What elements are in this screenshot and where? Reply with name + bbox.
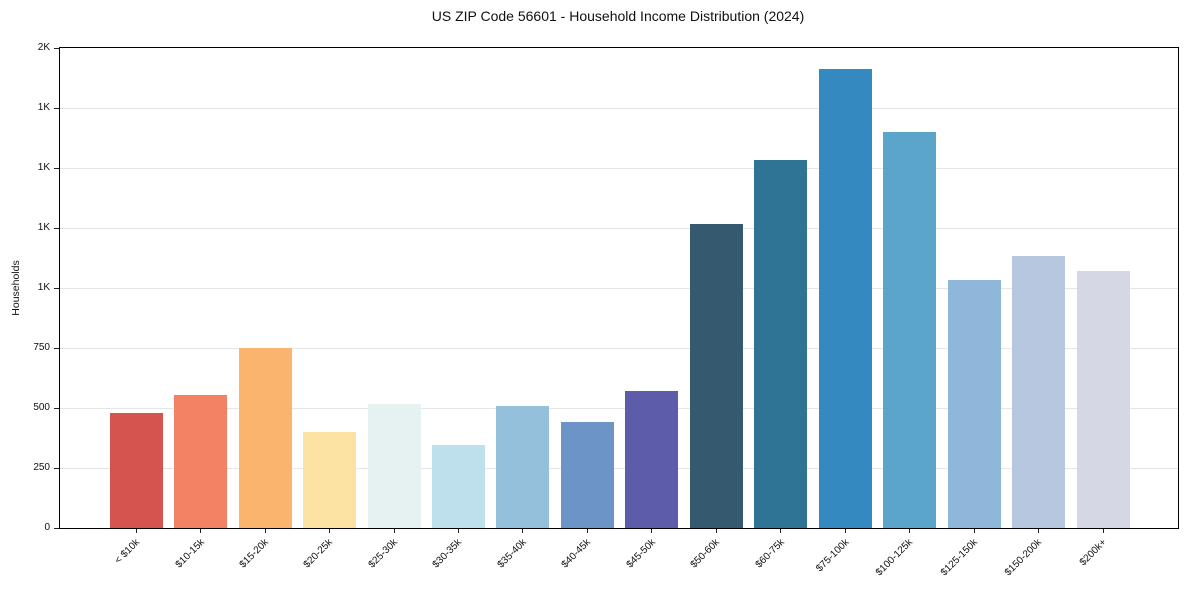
y-tick-mark (54, 107, 59, 109)
y-tick-mark (54, 527, 59, 529)
y-tick-label: 0 (44, 522, 50, 533)
y-tick-label: 750 (33, 342, 50, 353)
x-tick-mark (522, 529, 524, 533)
x-tick-mark (329, 529, 331, 533)
x-tick-label: $30-35k (430, 537, 465, 571)
y-tick-label: 1K (37, 222, 50, 233)
y-tick-mark (54, 167, 59, 169)
x-tick-label: < $10k (112, 537, 143, 567)
x-tick-label: $40-45k (559, 537, 594, 571)
x-tick-label: $60-75k (753, 537, 787, 571)
x-tick-label: $150-200k (1003, 537, 1045, 579)
gridline (60, 227, 1178, 229)
y-tick-mark (54, 287, 59, 289)
x-tick-mark (1038, 529, 1040, 533)
gridline (60, 347, 1178, 349)
x-tick-mark (135, 529, 137, 533)
gridline (60, 287, 1178, 289)
x-tick-mark (458, 529, 460, 533)
x-tick-label: $125-150k (938, 537, 980, 579)
y-tick-mark (54, 227, 59, 229)
y-tick-mark (54, 47, 59, 49)
x-tick-mark (651, 529, 653, 533)
x-tick-label: $200k+ (1077, 537, 1109, 569)
y-tick-mark (54, 407, 59, 409)
bar (818, 68, 872, 528)
y-tick-label: 1K (37, 282, 50, 293)
bar (367, 403, 421, 528)
x-tick-label: $15-20k (237, 537, 271, 571)
x-tick-mark (909, 529, 911, 533)
y-tick-mark (54, 467, 59, 469)
bar (754, 159, 808, 528)
gridline (60, 407, 1178, 409)
gridline (60, 107, 1178, 109)
x-tick-label: $100-125k (874, 537, 916, 579)
bar (303, 432, 357, 528)
x-tick-mark (200, 529, 202, 533)
x-tick-mark (393, 529, 395, 533)
bar (947, 279, 1001, 528)
x-tick-label: $20-25k (302, 537, 336, 571)
bar (174, 395, 228, 528)
y-tick-label: 250 (33, 462, 50, 473)
y-tick-label: 500 (33, 402, 50, 413)
bar (625, 391, 679, 528)
x-tick-label: $75-100k (813, 537, 851, 575)
bar (238, 348, 292, 528)
y-tick-label: 1K (37, 102, 50, 113)
x-tick-mark (1102, 529, 1104, 533)
x-tick-label: $45-50k (624, 537, 658, 571)
y-tick-label: 2K (37, 42, 50, 53)
bar (496, 405, 550, 528)
bar (1076, 270, 1130, 528)
gridline (60, 467, 1178, 469)
x-tick-mark (844, 529, 846, 533)
bar (1012, 256, 1066, 528)
x-tick-label: $35-40k (495, 537, 529, 571)
plot-area: Households 0 250 500 750 1K 1K 1K 1K 2K < $10k $10… (10, 42, 1179, 578)
gridline (60, 167, 1178, 169)
bar (560, 422, 614, 528)
x-tick-mark (264, 529, 266, 533)
x-tick-mark (973, 529, 975, 533)
x-tick-label: $10-15k (173, 537, 207, 571)
x-tick-label: $50-60k (688, 537, 723, 571)
bar (883, 131, 937, 528)
x-tick-mark (715, 529, 717, 533)
x-tick-mark (586, 529, 588, 533)
chart-title: US ZIP Code 56601 - Household Income Dis… (431, 8, 805, 24)
bar (109, 412, 163, 528)
bar (689, 224, 743, 528)
y-tick-mark (54, 347, 59, 349)
bar (432, 445, 486, 528)
x-tick-mark (780, 529, 782, 533)
x-tick-label: $25-30k (366, 537, 400, 571)
y-tick-label: 1K (37, 162, 50, 173)
